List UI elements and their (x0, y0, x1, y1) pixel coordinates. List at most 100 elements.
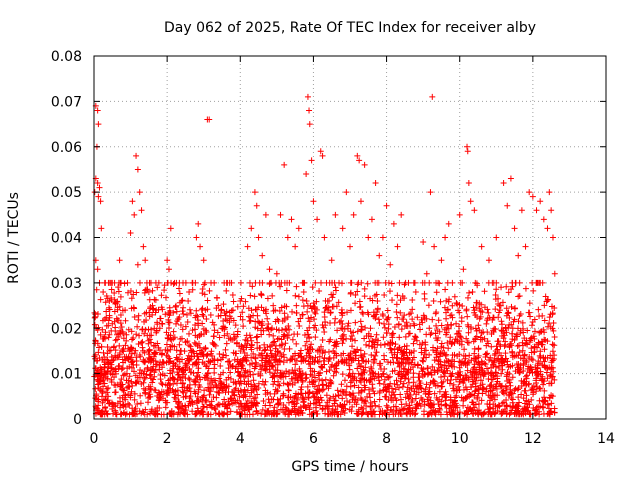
data-point (100, 288, 107, 295)
data-point (325, 307, 332, 314)
data-point (292, 243, 299, 250)
data-point (281, 161, 288, 168)
data-point (145, 288, 152, 295)
x-tick-label: 10 (451, 431, 469, 447)
data-point (288, 216, 295, 223)
data-point (542, 293, 549, 300)
x-tick-label: 0 (90, 431, 99, 447)
data-point (306, 121, 313, 128)
data-point (138, 207, 145, 214)
data-point (511, 225, 518, 232)
data-point (464, 148, 471, 155)
data-point (507, 175, 514, 182)
data-point (383, 202, 390, 209)
data-point (332, 211, 339, 218)
data-point (95, 193, 102, 200)
y-tick-label: 0.04 (51, 231, 82, 247)
data-point (409, 316, 416, 323)
data-point (253, 202, 260, 209)
data-point (101, 361, 108, 368)
data-point (266, 366, 273, 373)
data-point (94, 107, 101, 114)
data-point (178, 298, 185, 305)
data-point (368, 216, 375, 223)
data-point (423, 270, 430, 277)
data-point (208, 279, 215, 286)
data-point (94, 180, 101, 187)
data-point (266, 266, 273, 273)
data-point (165, 266, 172, 273)
data-point (156, 325, 163, 332)
data-point (529, 193, 536, 200)
data-point (540, 216, 547, 223)
data-point (420, 239, 427, 246)
x-axis-title: GPS time / hours (291, 459, 408, 475)
data-point (328, 257, 335, 264)
data-point (354, 152, 361, 159)
data-point (321, 361, 328, 368)
data-point (548, 366, 555, 373)
data-point (189, 279, 196, 286)
data-point (401, 375, 408, 382)
data-point (136, 189, 143, 196)
data-point (379, 234, 386, 241)
data-point (374, 298, 381, 305)
data-point (295, 225, 302, 232)
data-point (427, 189, 434, 196)
data-point (259, 252, 266, 259)
data-points (91, 93, 558, 386)
data-point (361, 161, 368, 168)
data-point (522, 243, 529, 250)
x-tick-label: 12 (524, 431, 542, 447)
data-point (122, 307, 129, 314)
y-tick-label: 0.07 (51, 94, 82, 110)
data-point (270, 302, 277, 309)
data-point (394, 243, 401, 250)
data-point (467, 198, 474, 205)
data-point (101, 316, 108, 323)
data-point (303, 170, 310, 177)
y-tick-label: 0 (73, 412, 82, 428)
data-point (449, 279, 456, 286)
data-point (485, 257, 492, 264)
data-point (149, 302, 156, 309)
data-point (215, 302, 222, 309)
data-point (317, 148, 324, 155)
data-point (314, 216, 321, 223)
data-point (111, 343, 118, 350)
data-point (219, 325, 225, 332)
data-point (464, 143, 471, 150)
data-point (116, 257, 123, 264)
x-tick-label: 14 (597, 431, 615, 447)
data-point (431, 243, 438, 250)
data-point (357, 198, 364, 205)
data-point (273, 270, 280, 277)
y-tick-label: 0.08 (51, 49, 82, 65)
data-point (551, 270, 558, 277)
data-point (131, 211, 138, 218)
x-tick-label: 8 (382, 431, 391, 447)
y-tick-label: 0.02 (51, 321, 82, 337)
data-point (142, 257, 149, 264)
data-point (319, 152, 326, 159)
data-point (504, 361, 511, 368)
data-point (304, 93, 311, 100)
data-point (129, 198, 136, 205)
data-point (195, 220, 202, 227)
data-point (465, 180, 472, 187)
y-tick-label: 0.06 (51, 140, 82, 156)
data-point (453, 320, 460, 327)
data-point (471, 207, 478, 214)
data-point (171, 279, 178, 286)
data-point (295, 352, 302, 359)
data-point (405, 279, 412, 286)
data-point (387, 261, 394, 268)
data-point (438, 257, 445, 264)
data-point (306, 107, 313, 114)
data-point (96, 184, 103, 191)
data-point (94, 266, 101, 273)
data-point (372, 180, 379, 187)
data-point (310, 198, 317, 205)
data-point (240, 357, 247, 364)
data-point (97, 198, 104, 205)
